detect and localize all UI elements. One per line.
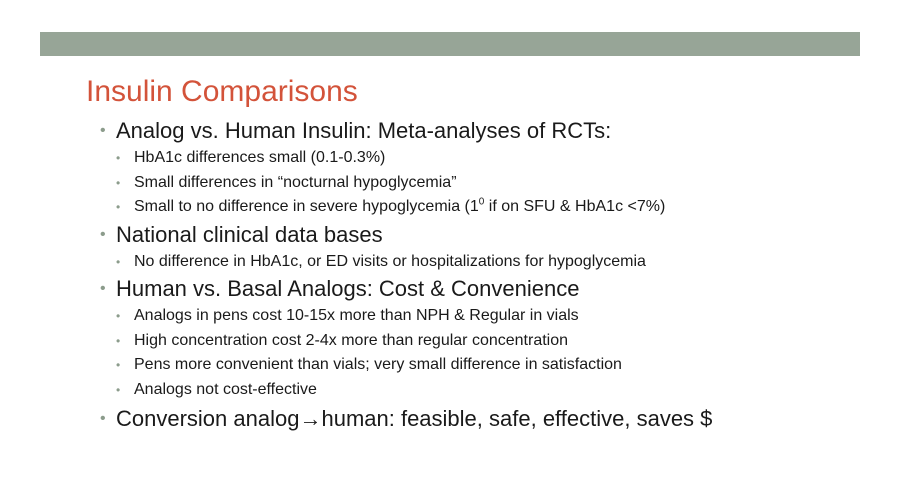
bullet-national-databases: • National clinical data bases • No diff… <box>100 220 890 275</box>
sub-bullet-pens-convenient: • Pens more convenient than vials; very … <box>116 353 890 378</box>
sub-bullet-text: No difference in HbA1c, or ED visits or … <box>134 252 646 270</box>
bullet-icon: • <box>116 333 121 348</box>
bullet-icon: • <box>116 175 121 190</box>
sub-bullet-severe: • Small to no difference in severe hypog… <box>116 195 890 220</box>
bullet-cost-convenience: • Human vs. Basal Analogs: Cost & Conven… <box>100 274 890 402</box>
bullet-icon: • <box>116 358 121 372</box>
bullet-icon: • <box>100 225 106 243</box>
sub-bullet-not-cost-effective: • Analogs not cost-effective <box>116 378 890 403</box>
sub-bullet-text: Small differences in “nocturnal hypoglyc… <box>134 173 457 191</box>
bullet-icon: • <box>100 410 106 427</box>
sub-bullet-nocturnal: • Small differences in “nocturnal hypogl… <box>116 171 890 196</box>
sub-list: • HbA1c differences small (0.1-0.3%) • S… <box>116 146 890 220</box>
bullet-icon: • <box>116 200 121 214</box>
sub-list: • No difference in HbA1c, or ED visits o… <box>116 250 890 275</box>
sub-bullet-text: Analogs in pens cost 10-15x more than NP… <box>134 307 579 324</box>
bullet-text: Human vs. Basal Analogs: Cost & Convenie… <box>116 276 580 301</box>
sub-list: • Analogs in pens cost 10-15x more than … <box>116 304 890 402</box>
sub-bullet-high-concentration: • High concentration cost 2-4x more than… <box>116 329 890 354</box>
sub-bullet-text: Analogs not cost-effective <box>134 380 317 398</box>
bullet-text: National clinical data bases <box>116 221 383 247</box>
bullet-icon: • <box>116 382 121 397</box>
sub-bullet-text: HbA1c differences small (0.1-0.3%) <box>134 149 386 166</box>
sub-bullet-text-post: if on SFU & HbA1c <7%) <box>484 198 666 215</box>
header-bar <box>40 32 860 56</box>
superscript: 0 <box>478 196 485 208</box>
bullet-icon: • <box>100 280 106 297</box>
bullet-text: Analog vs. Human Insulin: Meta-analyses … <box>116 118 612 143</box>
bullet-list: • Analog vs. Human Insulin: Meta-analyse… <box>100 116 890 434</box>
slide-title: Insulin Comparisons <box>86 75 358 108</box>
bullet-conversion: • Conversion analog→human: feasible, saf… <box>100 404 890 434</box>
sub-bullet-pens-cost: • Analogs in pens cost 10-15x more than … <box>116 304 890 329</box>
sub-bullet-text-pre: Small to no difference in severe hypogly… <box>134 198 479 215</box>
bullet-icon: • <box>116 309 121 323</box>
sub-bullet-no-difference: • No difference in HbA1c, or ED visits o… <box>116 250 890 275</box>
bullet-analog-vs-human: • Analog vs. Human Insulin: Meta-analyse… <box>100 116 890 220</box>
bullet-icon: • <box>116 151 121 165</box>
sub-bullet-hba1c: • HbA1c differences small (0.1-0.3%) <box>116 146 890 171</box>
sub-bullet-text: High concentration cost 2-4x more than r… <box>134 331 569 349</box>
bullet-icon: • <box>116 254 121 269</box>
bullet-text-post: human: feasible, safe, effective, saves … <box>321 406 713 431</box>
bullet-icon: • <box>100 122 106 139</box>
arrow-icon: → <box>299 406 322 431</box>
sub-bullet-text: Pens more convenient than vials; very sm… <box>134 356 622 373</box>
bullet-text-pre: Conversion analog <box>116 406 300 431</box>
